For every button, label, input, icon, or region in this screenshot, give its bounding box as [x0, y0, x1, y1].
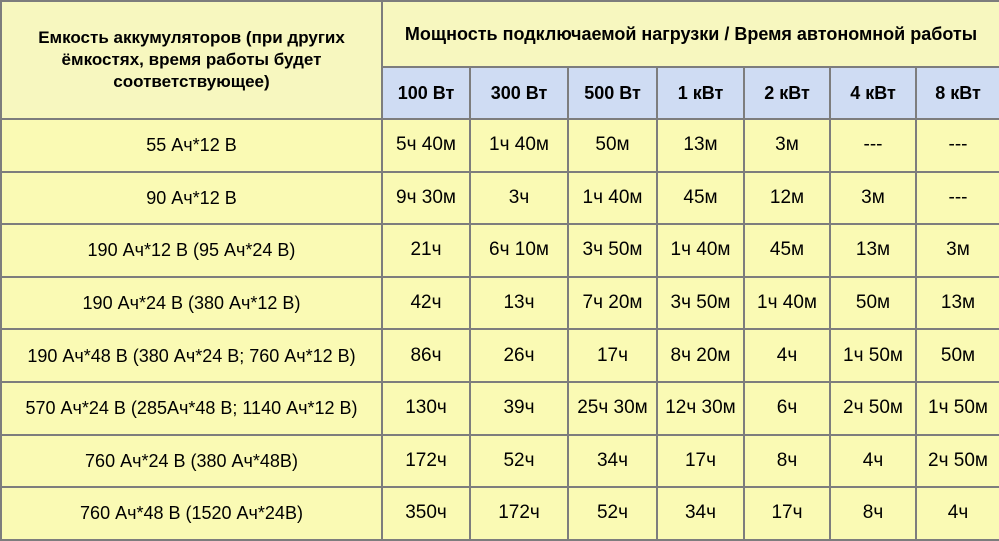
runtime-cell: 17ч — [743, 486, 831, 541]
runtime-cell: 3ч 50м — [567, 223, 658, 278]
column-header: 100 Вт — [381, 66, 471, 120]
runtime-cell: 5ч 40м — [381, 118, 471, 173]
runtime-cell: 39ч — [469, 380, 569, 436]
table-row: 190 Ач*12 В (95 Ач*24 В) 21ч 6ч 10м 3ч 50м 1… — [0, 223, 999, 278]
runtime-cell: 45м — [743, 223, 831, 278]
runtime-cell: 3ч 50м — [656, 275, 745, 331]
runtime-cell: 2ч 50м — [829, 380, 917, 436]
runtime-cell: 13м — [915, 275, 999, 331]
capacity-header: Емкость аккумуляторов (при других ёмкост… — [0, 0, 383, 120]
runtime-cell: 50м — [829, 275, 917, 331]
runtime-cell: 130ч — [381, 380, 471, 436]
runtime-cell: 50м — [915, 328, 999, 383]
runtime-cell: 52ч — [567, 486, 658, 541]
runtime-cell: 45м — [656, 170, 745, 226]
runtime-cell: 13м — [829, 223, 917, 278]
runtime-cell: 26ч — [469, 328, 569, 383]
runtime-cell: 6ч — [743, 380, 831, 436]
column-header: 500 Вт — [567, 66, 658, 120]
capacity-cell: 190 Ач*12 В (95 Ач*24 В) — [0, 223, 383, 278]
column-header: 300 Вт — [469, 66, 569, 120]
runtime-cell: 2ч 50м — [915, 433, 999, 489]
table-row: 190 Ач*48 В (380 Ач*24 В; 760 Ач*12 В) 86… — [0, 328, 999, 383]
table-row: 190 Ач*24 В (380 Ач*12 В) 42ч 13ч 7ч 20м 3ч … — [0, 275, 999, 331]
table-row: 760 Ач*48 В (1520 Ач*24В) 350ч 172ч 52ч 34ч 1… — [0, 486, 999, 541]
runtime-cell: 52ч — [469, 433, 569, 489]
runtime-cell: 86ч — [381, 328, 471, 383]
runtime-cell: 42ч — [381, 275, 471, 331]
capacity-cell: 190 Ач*24 В (380 Ач*12 В) — [0, 275, 383, 331]
runtime-cell: 4ч — [743, 328, 831, 383]
runtime-cell: 34ч — [567, 433, 658, 489]
capacity-cell: 760 Ач*48 В (1520 Ач*24В) — [0, 486, 383, 541]
column-header: 4 кВт — [829, 66, 917, 120]
runtime-cell: 8ч — [829, 486, 917, 541]
runtime-cell: --- — [915, 118, 999, 173]
runtime-cell: 1ч 40м — [656, 223, 745, 278]
runtime-cell: 13м — [656, 118, 745, 173]
runtime-cell: 8ч 20м — [656, 328, 745, 383]
runtime-cell: 9ч 30м — [381, 170, 471, 226]
capacity-cell: 570 Ач*24 В (285Ач*48 В; 1140 Ач*12 В) — [0, 380, 383, 436]
runtime-cell: 6ч 10м — [469, 223, 569, 278]
runtime-cell: 3м — [829, 170, 917, 226]
runtime-cell: --- — [915, 170, 999, 226]
table-row: 55 Ач*12 В 5ч 40м 1ч 40м 50м 13м 3м --- --- — [0, 118, 999, 173]
table-row: 570 Ач*24 В (285Ач*48 В; 1140 Ач*12 В) 13… — [0, 380, 999, 436]
runtime-cell: 4ч — [915, 486, 999, 541]
runtime-cell: 8ч — [743, 433, 831, 489]
runtime-cell: 17ч — [656, 433, 745, 489]
capacity-cell: 55 Ач*12 В — [0, 118, 383, 173]
table-row: 760 Ач*24 В (380 Ач*48В) 172ч 52ч 34ч 17ч 8ч 4… — [0, 433, 999, 489]
runtime-cell: 3м — [915, 223, 999, 278]
capacity-cell: 90 Ач*12 В — [0, 170, 383, 226]
runtime-cell: 12м — [743, 170, 831, 226]
runtime-cell: 7ч 20м — [567, 275, 658, 331]
capacity-cell: 760 Ач*24 В (380 Ач*48В) — [0, 433, 383, 489]
runtime-cell: 172ч — [469, 486, 569, 541]
runtime-cell: 12ч 30м — [656, 380, 745, 436]
column-header: 2 кВт — [743, 66, 831, 120]
runtime-cell: 172ч — [381, 433, 471, 489]
runtime-cell: 17ч — [567, 328, 658, 383]
runtime-cell: 1ч 50м — [829, 328, 917, 383]
runtime-cell: 13ч — [469, 275, 569, 331]
runtime-cell: 3м — [743, 118, 831, 173]
runtime-cell: --- — [829, 118, 917, 173]
runtime-cell: 50м — [567, 118, 658, 173]
column-header: 1 кВт — [656, 66, 745, 120]
load-header: Мощность подключаемой нагрузки / Время а… — [381, 0, 999, 68]
runtime-cell: 350ч — [381, 486, 471, 541]
runtime-cell: 34ч — [656, 486, 745, 541]
column-header: 8 кВт — [915, 66, 999, 120]
runtime-cell: 25ч 30м — [567, 380, 658, 436]
runtime-cell: 3ч — [469, 170, 569, 226]
capacity-cell: 190 Ач*48 В (380 Ач*24 В; 760 Ач*12 В) — [0, 328, 383, 383]
runtime-cell: 1ч 50м — [915, 380, 999, 436]
runtime-cell: 21ч — [381, 223, 471, 278]
runtime-cell: 4ч — [829, 433, 917, 489]
runtime-cell: 1ч 40м — [743, 275, 831, 331]
table-row: 90 Ач*12 В 9ч 30м 3ч 1ч 40м 45м 12м 3м --- — [0, 170, 999, 226]
runtime-cell: 1ч 40м — [469, 118, 569, 173]
runtime-cell: 1ч 40м — [567, 170, 658, 226]
